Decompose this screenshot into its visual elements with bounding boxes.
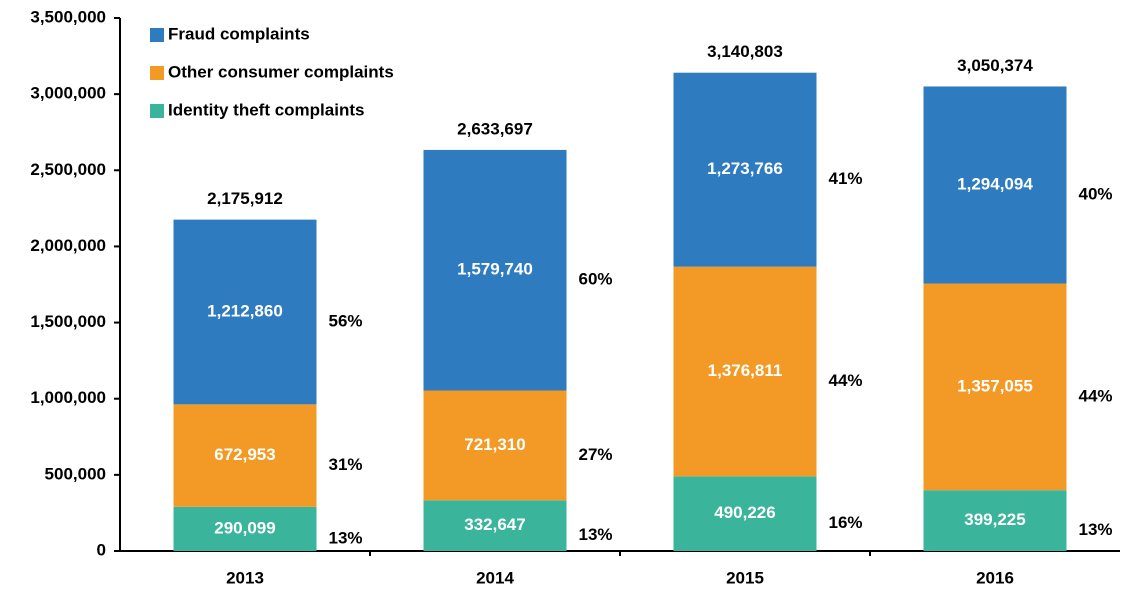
legend-swatch — [150, 66, 164, 80]
value-label: 1,294,094 — [957, 174, 1033, 193]
x-tick-label: 2013 — [226, 568, 264, 587]
value-label: 290,099 — [214, 518, 275, 537]
share-label: 13% — [329, 528, 363, 547]
bar-segment — [673, 476, 817, 551]
legend-swatch — [150, 28, 164, 42]
share-label: 13% — [1079, 520, 1113, 539]
share-label: 16% — [829, 513, 863, 532]
value-label: 332,647 — [464, 515, 525, 534]
x-tick-label: 2014 — [476, 568, 514, 587]
bar-segment — [173, 506, 317, 551]
bar-segment — [673, 266, 817, 477]
x-tick-label: 2015 — [726, 568, 764, 587]
bar-segment — [173, 219, 317, 405]
bar-segment — [173, 404, 317, 507]
share-label: 56% — [329, 311, 363, 330]
legend-label: Other consumer complaints — [168, 62, 394, 81]
x-tick-label: 2016 — [976, 568, 1014, 587]
share-label: 44% — [1079, 386, 1113, 405]
share-label: 40% — [1079, 184, 1113, 203]
bar-segment — [423, 149, 567, 391]
bar-segment — [923, 490, 1067, 551]
legend-swatch — [150, 104, 164, 118]
legend-label: Fraud complaints — [168, 24, 310, 43]
share-label: 31% — [329, 455, 363, 474]
value-label: 1,579,740 — [457, 260, 533, 279]
legend-label: Identity theft complaints — [168, 100, 364, 119]
value-label: 1,376,811 — [708, 361, 783, 380]
y-tick-label: 2,500,000 — [30, 160, 106, 179]
y-tick-label: 0 — [97, 540, 106, 559]
value-label: 1,357,055 — [957, 376, 1033, 395]
value-label: 721,310 — [464, 435, 525, 454]
y-tick-label: 1,500,000 — [30, 312, 106, 331]
total-label: 2,633,697 — [457, 119, 533, 138]
value-label: 399,225 — [964, 510, 1025, 529]
value-label: 1,212,860 — [207, 301, 283, 320]
total-label: 3,140,803 — [707, 42, 783, 61]
value-label: 1,273,766 — [707, 159, 783, 178]
share-label: 13% — [579, 525, 613, 544]
share-label: 27% — [579, 445, 613, 464]
y-tick-label: 2,000,000 — [30, 236, 106, 255]
bar-segment — [923, 283, 1067, 491]
total-label: 2,175,912 — [207, 189, 283, 208]
bar-segment — [923, 86, 1067, 284]
bar-segment — [673, 72, 817, 267]
share-label: 44% — [829, 371, 863, 390]
value-label: 490,226 — [714, 503, 775, 522]
total-label: 3,050,374 — [957, 56, 1033, 75]
share-label: 41% — [829, 169, 863, 188]
y-tick-label: 3,000,000 — [30, 84, 106, 103]
y-tick-label: 1,000,000 — [30, 388, 106, 407]
y-tick-label: 3,500,000 — [30, 7, 106, 26]
share-label: 60% — [579, 270, 613, 289]
value-label: 672,953 — [214, 445, 275, 464]
y-tick-label: 500,000 — [45, 464, 106, 483]
bar-segment — [423, 500, 567, 551]
bar-segment — [423, 390, 567, 501]
